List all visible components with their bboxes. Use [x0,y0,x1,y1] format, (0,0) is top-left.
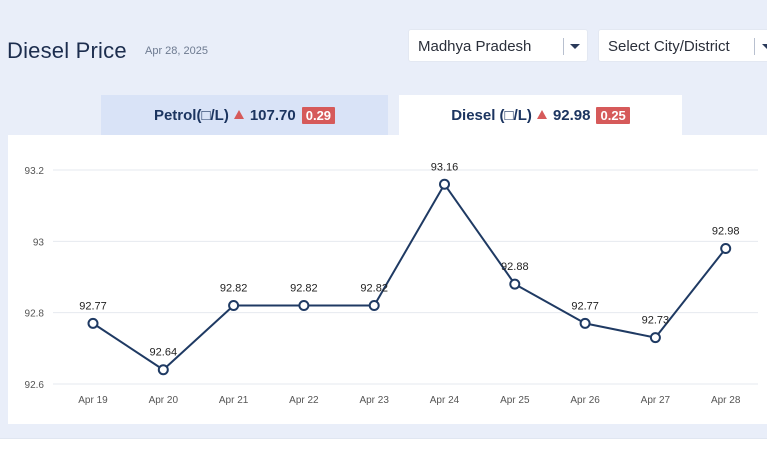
page-title: Diesel Price [7,38,127,63]
data-point [368,300,380,312]
data-point [720,242,732,254]
data-label: 93.16 [431,161,459,173]
price-line-chart: 92.6 92.8 93 93.2 Apr 19 Apr 20 Apr 21 Apr 22 Ap… [25,161,758,406]
footer-strip [0,438,767,462]
tab-diesel-label: Diesel (□/L) [451,106,532,124]
data-label: 92.98 [712,225,740,237]
x-tick-label: Apr 27 [641,395,671,406]
data-point [228,300,240,312]
data-label: 92.88 [501,261,529,273]
y-tick-label: 92.6 [25,380,45,391]
tab-diesel-change-badge: 0.25 [596,106,630,124]
series-line [92,183,727,371]
tab-petrol-change-badge: 0.29 [301,106,336,124]
trend-up-icon [536,109,547,119]
state-select-value: Madhya Pradesh [418,38,532,55]
x-tick-label: Apr 20 [149,395,179,406]
select-divider [754,38,755,55]
x-tick-label: Apr 19 [78,395,108,406]
chevron-down-icon[interactable] [762,44,767,49]
x-tick-label: Apr 24 [430,395,460,406]
data-point [298,300,310,312]
x-tick-label: Apr 25 [500,395,530,406]
x-tick-label: Apr 28 [711,395,741,406]
chevron-down-icon[interactable] [570,44,580,49]
tab-petrol-label: Petrol(□/L) [153,106,229,124]
tab-diesel[interactable]: Diesel (□/L) 92.98 0.25 [399,95,682,135]
page-header: Diesel Price Apr 28, 2025 Madhya Pradesh… [0,0,767,95]
data-point [87,317,99,329]
x-tick-label: Apr 22 [289,395,319,406]
city-select-placeholder: Select City/District [608,38,730,55]
data-point [649,332,661,344]
x-tick-label: Apr 21 [219,395,249,406]
price-chart-card: 92.6 92.8 93 93.2 Apr 19 Apr 20 Apr 21 Apr 22 Ap… [8,135,767,424]
data-label: 92.64 [150,347,178,359]
tab-petrol-price: 107.70 [249,106,296,124]
tab-petrol[interactable]: Petrol(□/L) 107.70 0.29 [101,95,388,135]
data-label: 92.73 [642,315,670,327]
data-point [579,317,591,329]
city-select[interactable]: Select City/District [598,29,767,62]
data-point [509,278,521,290]
data-label: 92.82 [360,283,388,295]
x-tick-label: Apr 23 [359,395,389,406]
data-point [439,178,450,190]
data-label: 92.77 [79,300,107,312]
data-label: 92.82 [220,283,248,295]
state-select[interactable]: Madhya Pradesh [408,29,588,62]
data-label: 92.82 [290,283,318,295]
x-tick-label: Apr 26 [570,395,600,406]
select-divider [563,38,564,55]
y-tick-label: 93.2 [25,166,45,177]
data-point [157,364,169,376]
page-date: Apr 28, 2025 [145,45,208,57]
y-tick-label: 92.8 [25,309,45,320]
data-label: 92.77 [571,300,599,312]
y-tick-label: 93 [33,237,45,248]
trend-up-icon [233,109,244,119]
tab-diesel-price: 92.98 [552,106,591,124]
